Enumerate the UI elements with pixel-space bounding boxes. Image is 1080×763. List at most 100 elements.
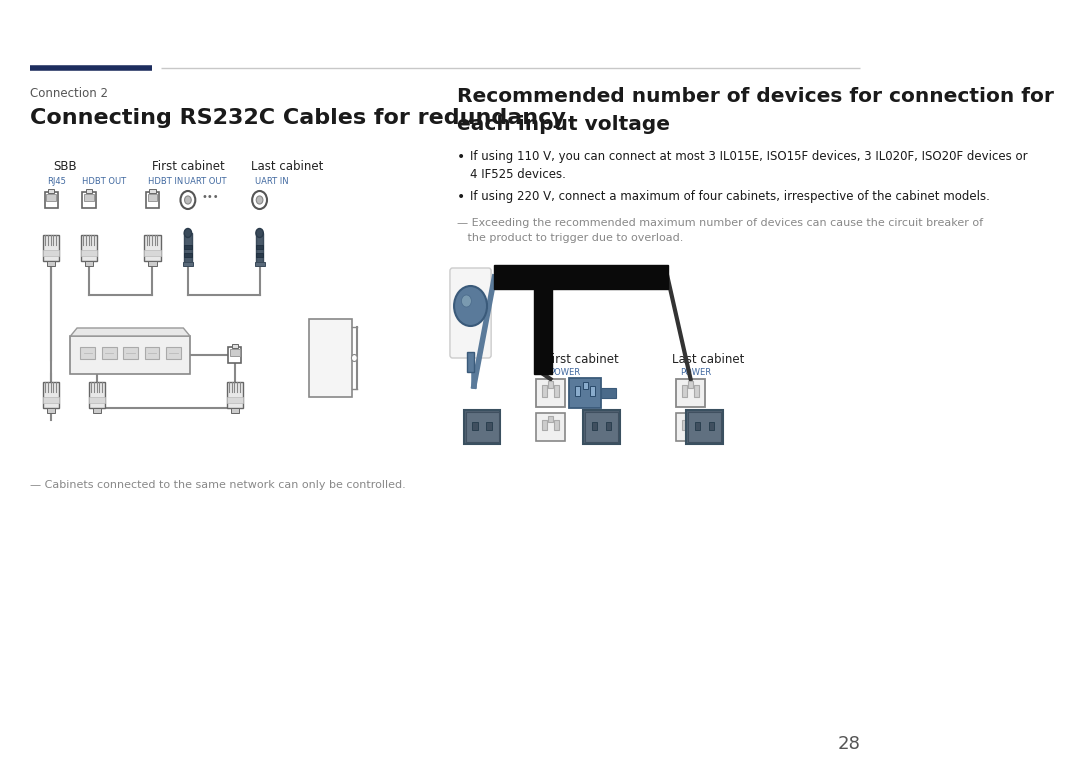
FancyBboxPatch shape (450, 268, 491, 358)
Bar (536, 413, 565, 441)
Bar (585, 412, 618, 442)
Bar (687, 410, 723, 444)
Bar (145, 347, 160, 359)
Bar (43, 250, 59, 256)
Bar (146, 192, 159, 208)
Bar (256, 245, 264, 249)
Bar (148, 194, 158, 201)
Bar (85, 261, 93, 266)
Text: RJ45: RJ45 (46, 177, 66, 186)
Text: Recommended number of devices for connection for: Recommended number of devices for connec… (457, 87, 1054, 106)
Bar (676, 413, 705, 441)
Bar (227, 397, 243, 403)
Circle shape (256, 228, 264, 237)
Text: •••: ••• (201, 192, 218, 202)
Bar (48, 189, 54, 193)
Bar (693, 385, 699, 397)
Circle shape (256, 196, 262, 204)
Bar (148, 261, 157, 266)
Bar (185, 245, 191, 249)
Bar (230, 349, 240, 356)
Bar (495, 265, 667, 289)
Bar (548, 381, 553, 388)
Bar (145, 250, 161, 256)
Text: First cabinet: First cabinet (545, 353, 618, 366)
Bar (465, 412, 499, 442)
Bar (468, 352, 474, 372)
Bar (582, 382, 588, 389)
Bar (70, 336, 190, 374)
Text: POWER: POWER (680, 368, 711, 377)
Bar (590, 386, 595, 396)
Text: Last cabinet: Last cabinet (252, 160, 324, 173)
Bar (149, 189, 156, 193)
Bar (548, 416, 553, 422)
Bar (228, 347, 242, 363)
Bar (542, 385, 548, 397)
Text: HDBT IN: HDBT IN (148, 177, 184, 186)
Text: If using 110 V, you can connect at most 3 IL015E, ISO15F devices, 3 IL020F, ISO2: If using 110 V, you can connect at most … (470, 150, 1027, 163)
Bar (89, 397, 106, 403)
Bar (542, 420, 548, 430)
Text: — Exceeding the recommended maximum number of devices can cause the circuit brea: — Exceeding the recommended maximum numb… (457, 218, 984, 228)
Bar (554, 385, 558, 397)
Bar (145, 235, 161, 261)
Bar (592, 422, 597, 430)
Text: 4 IF525 devices.: 4 IF525 devices. (470, 168, 566, 181)
Bar (583, 410, 620, 444)
Text: HDBT OUT: HDBT OUT (82, 177, 126, 186)
Bar (123, 347, 138, 359)
Bar (606, 422, 611, 430)
Bar (694, 422, 701, 430)
Bar (85, 189, 92, 193)
Bar (688, 381, 693, 388)
Bar (43, 397, 59, 403)
Bar (693, 420, 699, 430)
Text: Connecting RS232C Cables for redundancy: Connecting RS232C Cables for redundancy (29, 108, 566, 128)
Bar (44, 192, 57, 208)
Text: each input voltage: each input voltage (457, 115, 671, 134)
Text: UART IN: UART IN (256, 177, 289, 186)
Bar (185, 233, 191, 265)
Bar (255, 262, 265, 266)
Bar (451, 270, 489, 356)
Bar (46, 408, 55, 413)
Bar (43, 235, 59, 261)
Text: If using 220 V, connect a maximum of four cabinets, irrespective of the cabinet : If using 220 V, connect a maximum of fou… (470, 190, 989, 203)
Bar (688, 416, 693, 422)
Text: 28: 28 (837, 735, 861, 753)
Bar (688, 412, 721, 442)
Bar (185, 253, 191, 257)
Text: Last cabinet: Last cabinet (672, 353, 744, 366)
Bar (534, 289, 552, 374)
Text: •: • (457, 190, 465, 204)
Bar (708, 422, 715, 430)
Text: First cabinet: First cabinet (152, 160, 226, 173)
Bar (231, 344, 239, 348)
Bar (554, 420, 558, 430)
Bar (82, 192, 96, 208)
Bar (227, 382, 243, 408)
Bar (256, 233, 264, 265)
Bar (676, 379, 705, 407)
Circle shape (180, 191, 195, 209)
Bar (81, 235, 97, 261)
Text: •: • (457, 150, 465, 164)
Circle shape (454, 286, 487, 326)
Text: the product to trigger due to overload.: the product to trigger due to overload. (457, 233, 684, 243)
Bar (683, 385, 687, 397)
Text: Connection 2: Connection 2 (29, 87, 108, 100)
Bar (536, 379, 565, 407)
Bar (80, 347, 95, 359)
Circle shape (461, 295, 471, 307)
Bar (309, 319, 352, 397)
Bar (46, 194, 56, 201)
Circle shape (185, 196, 191, 204)
Bar (569, 378, 600, 408)
Text: POWER: POWER (549, 368, 580, 377)
Polygon shape (70, 328, 190, 336)
Bar (102, 347, 117, 359)
Bar (84, 194, 94, 201)
Bar (81, 250, 97, 256)
Bar (93, 408, 102, 413)
